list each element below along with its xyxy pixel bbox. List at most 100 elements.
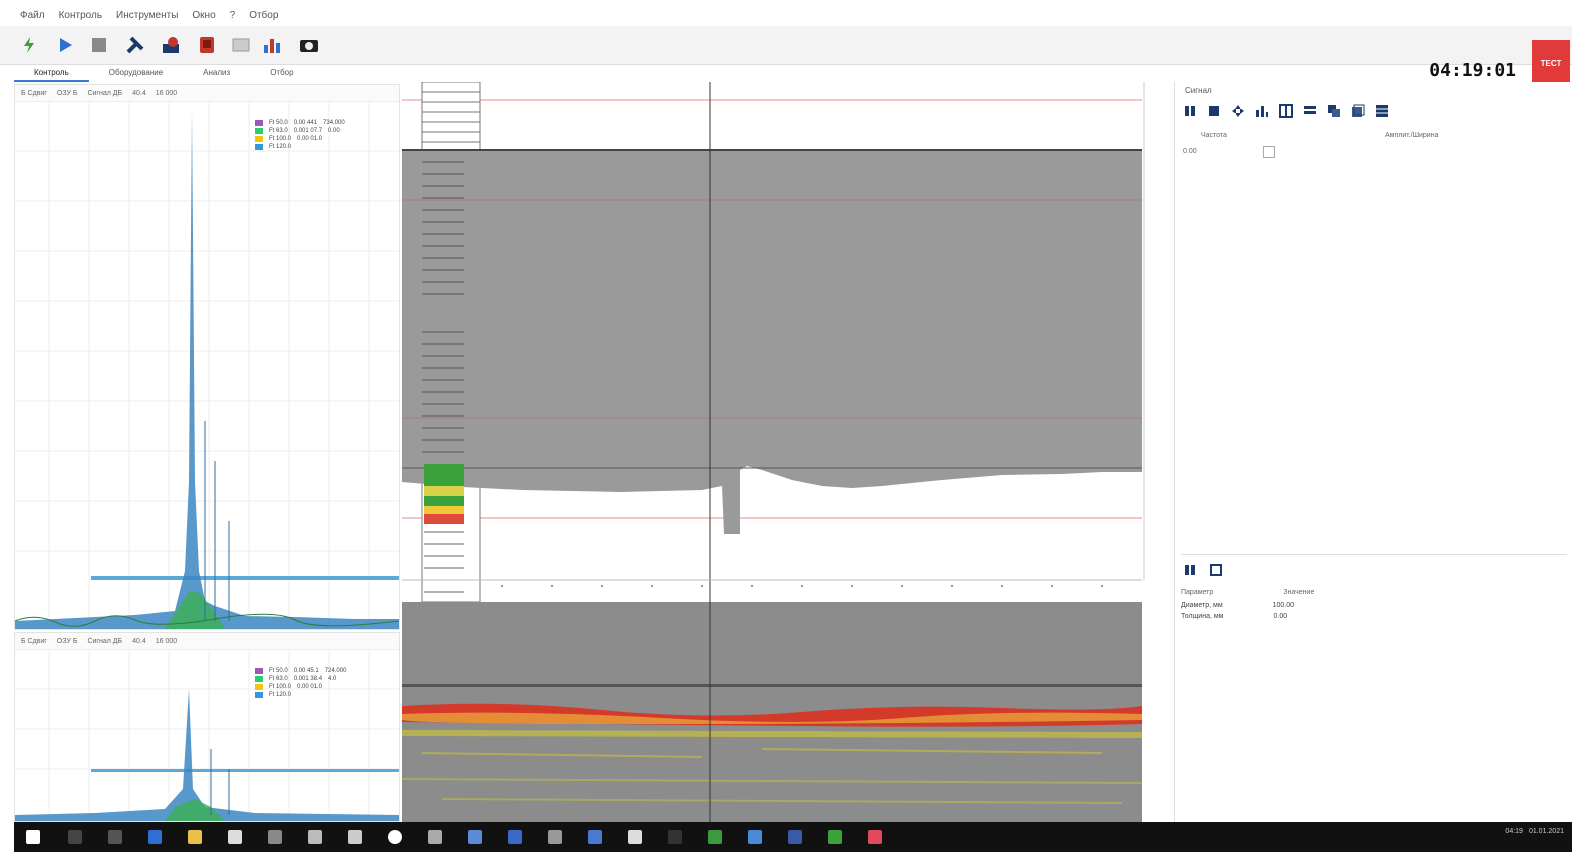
tab-control[interactable]: Контроль [14,66,89,82]
app-icon[interactable] [348,830,362,844]
legend-row[interactable]: Ft 50.0 0.00 441 734.000 [255,119,345,127]
app-icon[interactable] [468,830,482,844]
shift-label[interactable]: Б Сдвиг [21,637,47,645]
app-icon[interactable] [548,830,562,844]
range-value: 16 000 [155,637,178,645]
layers-icon[interactable] [1349,102,1367,120]
signal-view[interactable] [402,81,1172,603]
power-icon[interactable] [18,34,40,56]
app-icon[interactable] [588,830,602,844]
signal-label[interactable]: Сигнал ДБ [87,89,123,97]
legend-label: Ft 50.0 [269,120,288,126]
props-header-param: Параметр [1181,589,1214,596]
signal-plot[interactable] [402,81,1172,603]
edge-icon[interactable] [148,830,162,844]
explorer-icon[interactable] [188,830,202,844]
chart-icon[interactable] [262,34,284,56]
spectrum-panel-bottom: Б Сдвиг ОЗУ Б Сигнал ДБ 40.4 16 000 Ft 5… [14,632,400,822]
legend-v1: 0.001 38.4 [293,676,323,682]
spectrum-bottom-plot[interactable] [15,649,399,821]
stop-icon[interactable] [88,34,110,56]
system-tray[interactable]: 04:19 01.01.2021 [1505,828,1564,835]
ram-label[interactable]: ОЗУ Б [56,89,78,97]
legend-row[interactable]: Ft 100.0 0.00 01.0 [255,135,345,143]
task-view-icon[interactable] [108,830,122,844]
search-icon[interactable] [68,830,82,844]
menu-item[interactable]: ? [229,9,236,21]
table-icon[interactable] [1373,102,1391,120]
menu-item[interactable]: Отбор [249,9,279,21]
ram-label[interactable]: ОЗУ Б [56,637,78,645]
list-icon[interactable] [1301,102,1319,120]
props-table-icon[interactable] [1207,561,1225,579]
record-icon[interactable] [196,34,218,56]
legend-label: Ft 100.0 [269,684,292,690]
start-icon[interactable] [26,830,40,844]
spectrum-panel-top: Б Сдвиг ОЗУ Б Сигнал ДБ 40.4 16 000 Ft 5… [14,84,400,630]
menu-item[interactable]: Окно [192,9,216,21]
app-icon[interactable] [308,830,322,844]
bars-icon[interactable] [1253,102,1271,120]
chrome-icon[interactable] [388,830,402,844]
app-icon[interactable] [508,830,522,844]
signal-row-value[interactable]: 0.00 [1183,148,1197,155]
props-pause-icon[interactable] [1181,561,1199,579]
spectrum-top-plot[interactable] [15,101,399,629]
tools-icon[interactable] [124,34,146,56]
active-app-icon[interactable] [868,830,882,844]
signal-label[interactable]: Сигнал ДБ [87,637,123,645]
settings-icon[interactable] [160,34,182,56]
legend-row[interactable]: Ft 63.0 0.001 07.7 0.00 [255,127,345,135]
legend-row[interactable]: Ft 50.0 0.00 45.1 724.000 [255,667,346,675]
app-icon[interactable] [628,830,642,844]
legend-swatch [255,692,263,698]
legend-label: Ft 120.0 [269,692,292,698]
window-icon[interactable] [230,34,252,56]
props-row[interactable]: Толщина, мм 0.00 [1181,613,1567,620]
tab-equipment[interactable]: Оборудование [108,68,164,77]
legend-row[interactable]: Ft 120.0 [255,691,346,699]
play-icon[interactable] [54,34,76,56]
tray-time: 04:19 [1505,828,1523,835]
move-icon[interactable] [1229,102,1247,120]
shift-label[interactable]: Б Сдвиг [21,89,47,97]
legend-v2: 734.000 [323,120,345,126]
spectrum-bottom-legend: Ft 50.0 0.00 45.1 724.000 Ft 63.0 0.001 38.4… [255,667,346,699]
legend-label: Ft 50.0 [269,668,288,674]
prop-name: Диаметр, мм [1181,602,1223,609]
spectrum-top-header: Б Сдвиг ОЗУ Б Сигнал ДБ 40.4 16 000 [15,85,399,102]
app-icon[interactable] [828,830,842,844]
legend-label: Ft 63.0 [269,676,288,682]
legend-v1: 0.00 45.1 [293,668,319,674]
app-icon[interactable] [428,830,442,844]
grid-icon[interactable] [1277,102,1295,120]
app-icon[interactable] [668,830,682,844]
copy-icon[interactable] [1325,102,1343,120]
legend-row[interactable]: Ft 100.0 0.00 01.0 [255,683,346,691]
windows-taskbar: 04:19 01.01.2021 [14,822,1572,852]
camera-icon[interactable] [298,34,320,56]
legend-row[interactable]: Ft 63.0 0.001 38.4 4.0 [255,675,346,683]
waterfall-view[interactable] [402,602,1172,822]
store-icon[interactable] [228,830,242,844]
tab-selection[interactable]: Отбор [270,68,294,77]
col-frequency: Частота [1201,132,1227,139]
legend-row[interactable]: Ft 120.0 [255,143,345,151]
waterfall-plot[interactable] [402,602,1172,822]
signal-row-checkbox[interactable] [1263,146,1275,158]
phone-icon[interactable] [708,830,722,844]
menu-item[interactable]: Инструменты [116,9,179,21]
props-header-value: Значение [1283,589,1315,596]
pause-icon[interactable] [1181,102,1199,120]
stop2-icon[interactable] [1205,102,1223,120]
menu-item[interactable]: Файл [20,9,45,21]
menu-item[interactable]: Контроль [58,9,103,21]
clock-display: 04:19:01 [1429,60,1516,81]
legend-swatch [255,120,263,126]
app-icon[interactable] [268,830,282,844]
props-row[interactable]: Диаметр, мм 100.00 [1181,602,1567,609]
tab-analysis[interactable]: Анализ [203,68,231,77]
level-value: 40.4 [132,89,146,97]
app-icon[interactable] [788,830,802,844]
app-icon[interactable] [748,830,762,844]
